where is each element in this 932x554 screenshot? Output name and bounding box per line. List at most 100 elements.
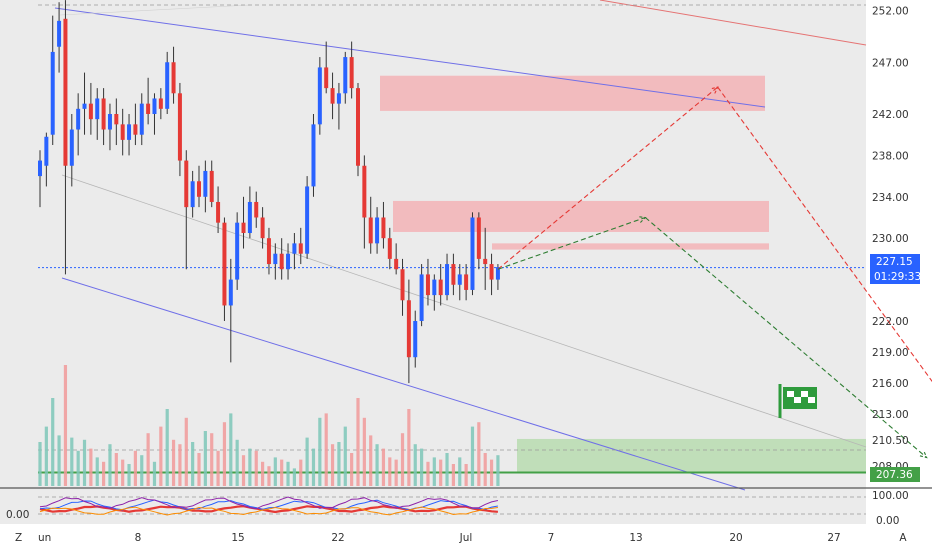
time-axis[interactable]: un 8 15 22 Jul 7 13 20 27 A bbox=[38, 532, 907, 544]
time-axis-background bbox=[0, 524, 932, 550]
volume-bar bbox=[356, 398, 360, 486]
volume-bar bbox=[267, 466, 271, 486]
oscillator-pane bbox=[0, 487, 932, 516]
volume-bar bbox=[70, 437, 74, 486]
volume-bar bbox=[413, 444, 417, 486]
candle-body bbox=[489, 264, 494, 280]
candle-body bbox=[107, 114, 112, 130]
volume-bar bbox=[203, 431, 207, 486]
volume-bar bbox=[375, 444, 379, 486]
time-tick: 7 bbox=[548, 532, 555, 544]
support-zone[interactable] bbox=[517, 438, 866, 474]
volume-bar bbox=[483, 453, 487, 486]
candle-body bbox=[470, 217, 475, 290]
oscillator-tick-100: 100.00 bbox=[872, 490, 909, 502]
volume-bar bbox=[171, 439, 176, 486]
candle-body bbox=[158, 98, 163, 109]
volume-bar bbox=[114, 453, 118, 486]
price-tick: 247.00 bbox=[872, 57, 909, 69]
time-tick: 15 bbox=[231, 532, 244, 544]
candle-body bbox=[177, 93, 182, 161]
candle-body bbox=[387, 238, 392, 259]
volume-bar bbox=[229, 413, 233, 486]
time-tick: Jul bbox=[459, 532, 473, 544]
volume-bar bbox=[305, 437, 309, 486]
candle-body bbox=[63, 18, 68, 166]
volume-bar bbox=[292, 468, 296, 486]
time-tick: 13 bbox=[629, 532, 642, 544]
candle-body bbox=[330, 88, 335, 104]
volume-bar bbox=[191, 442, 195, 486]
resistance-zone[interactable] bbox=[492, 243, 769, 250]
volume-bar bbox=[152, 461, 157, 486]
candle-body bbox=[57, 20, 62, 47]
time-tick: 8 bbox=[135, 532, 142, 544]
countdown-label: 01:29:33 bbox=[874, 271, 921, 283]
faint-diagonal bbox=[59, 4, 251, 16]
oscillator-tick-0: 0.00 bbox=[876, 515, 899, 527]
midline bbox=[61, 174, 867, 448]
z-axis-label: Z bbox=[15, 532, 22, 544]
volume-bar bbox=[489, 459, 494, 486]
candle-body bbox=[451, 264, 456, 285]
volume-bar bbox=[248, 448, 252, 486]
candle-body bbox=[356, 88, 360, 166]
volume-bar bbox=[286, 461, 290, 486]
candle-body bbox=[495, 267, 500, 280]
volume-bar bbox=[407, 409, 411, 486]
candle-body bbox=[184, 160, 189, 208]
time-tick: un bbox=[38, 532, 51, 544]
time-tick: A bbox=[899, 532, 907, 544]
volume-bar bbox=[178, 444, 182, 486]
support-price-tag[interactable]: 207.36 bbox=[870, 467, 920, 482]
price-tick: 238.00 bbox=[872, 150, 909, 162]
price-tick: 230.00 bbox=[872, 233, 909, 245]
projection-arrowhead bbox=[919, 450, 928, 459]
zones-layer bbox=[380, 75, 866, 474]
volume-bar bbox=[44, 426, 48, 486]
volume-bar bbox=[470, 426, 475, 486]
volume-bar bbox=[63, 365, 68, 486]
candle-body bbox=[317, 67, 322, 125]
volume-bar bbox=[299, 459, 303, 486]
candle-body bbox=[292, 243, 297, 254]
target-flag-icon[interactable] bbox=[778, 384, 817, 418]
resistance-zone[interactable] bbox=[380, 75, 765, 111]
current-price-tag[interactable]: 227.15 01:29:33 bbox=[870, 254, 921, 284]
volume-bar bbox=[82, 439, 87, 486]
volume-bar bbox=[241, 455, 246, 486]
candles-layer bbox=[38, 0, 500, 384]
support-channel-line[interactable] bbox=[61, 277, 746, 491]
volume-bar bbox=[388, 457, 392, 486]
volume-bars-layer bbox=[38, 365, 500, 486]
candle-body bbox=[38, 160, 42, 177]
volume-bar bbox=[330, 444, 335, 486]
volume-bar bbox=[445, 453, 449, 486]
candle-body bbox=[425, 274, 430, 296]
projection-segment[interactable] bbox=[717, 86, 932, 466]
resistance-zone[interactable] bbox=[393, 200, 769, 232]
projection-segment[interactable] bbox=[644, 217, 928, 459]
candle-body bbox=[432, 279, 437, 296]
upper-red-trendline[interactable] bbox=[599, 0, 867, 46]
volume-bar bbox=[324, 413, 328, 486]
volume-bar bbox=[496, 455, 500, 486]
volume-bar bbox=[439, 459, 443, 486]
candle-body bbox=[197, 181, 201, 197]
candle-body bbox=[114, 114, 119, 125]
volume-bar bbox=[394, 459, 398, 486]
resistance-channel-line[interactable] bbox=[54, 7, 766, 108]
volume-bar bbox=[57, 435, 61, 486]
projection-segment[interactable] bbox=[497, 216, 646, 270]
volume-bar bbox=[51, 398, 55, 486]
volume-bar bbox=[140, 455, 144, 486]
price-tick: 219.00 bbox=[872, 347, 909, 359]
candle-body bbox=[279, 253, 284, 270]
candle-body bbox=[190, 181, 195, 208]
volume-bar bbox=[133, 450, 137, 486]
candle-body bbox=[445, 264, 450, 296]
support-price-label: 207.36 bbox=[876, 469, 913, 481]
volume-bar bbox=[381, 448, 386, 486]
